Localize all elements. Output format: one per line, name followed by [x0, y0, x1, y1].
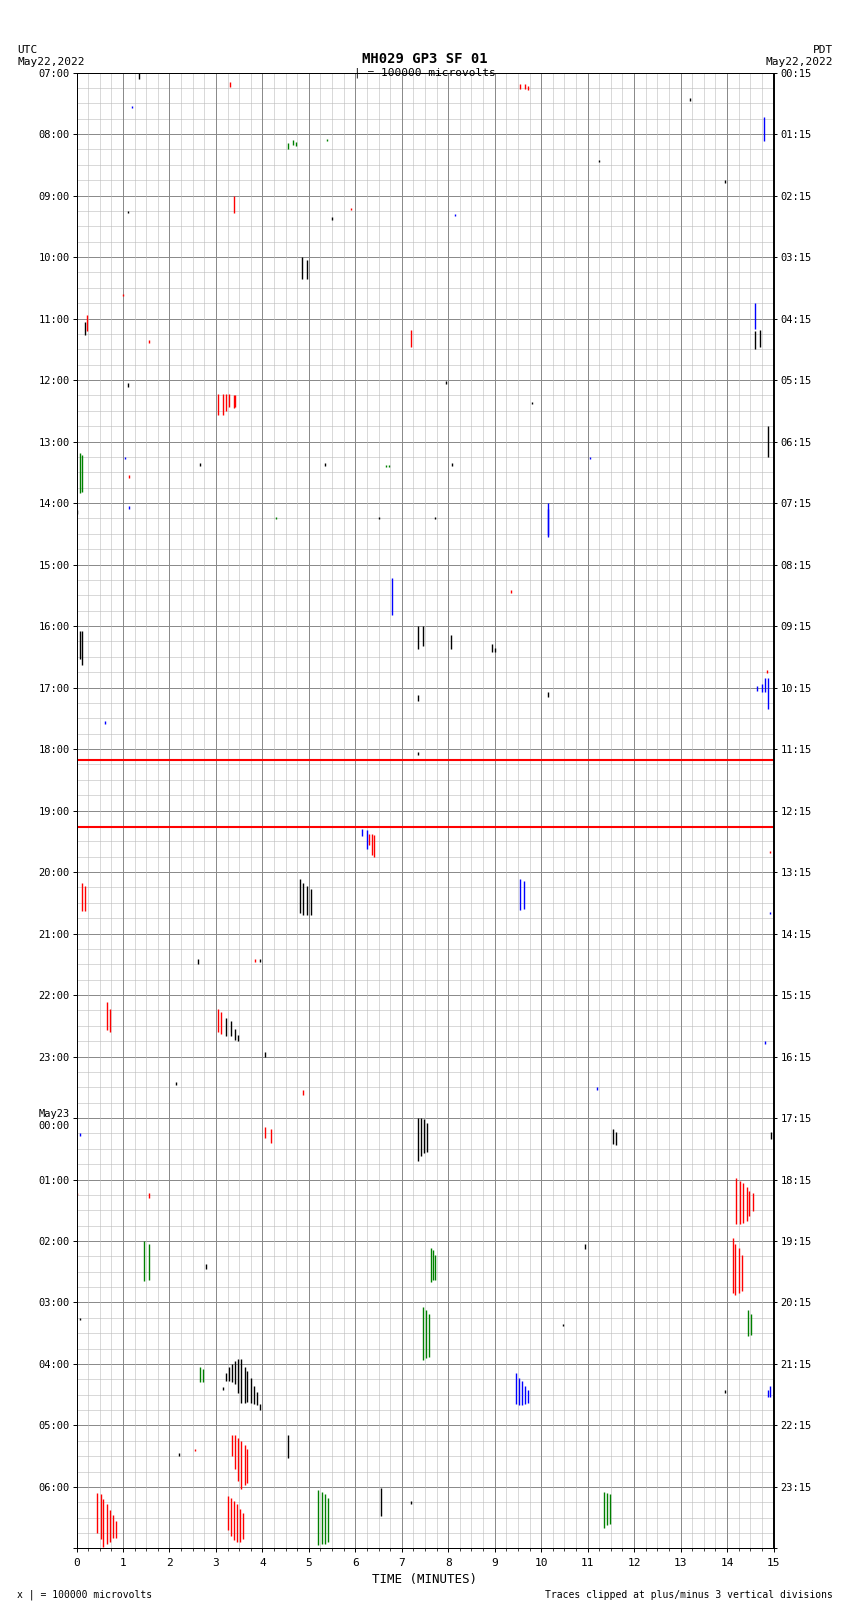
Text: | = 100000 microvolts: | = 100000 microvolts: [354, 68, 496, 79]
Text: PDT
May22,2022: PDT May22,2022: [766, 45, 833, 66]
Text: x | = 100000 microvolts: x | = 100000 microvolts: [17, 1589, 152, 1600]
Text: UTC
May22,2022: UTC May22,2022: [17, 45, 84, 66]
Text: MH029 GP3 SF 01: MH029 GP3 SF 01: [362, 52, 488, 66]
Text: Traces clipped at plus/minus 3 vertical divisions: Traces clipped at plus/minus 3 vertical …: [545, 1590, 833, 1600]
X-axis label: TIME (MINUTES): TIME (MINUTES): [372, 1573, 478, 1586]
